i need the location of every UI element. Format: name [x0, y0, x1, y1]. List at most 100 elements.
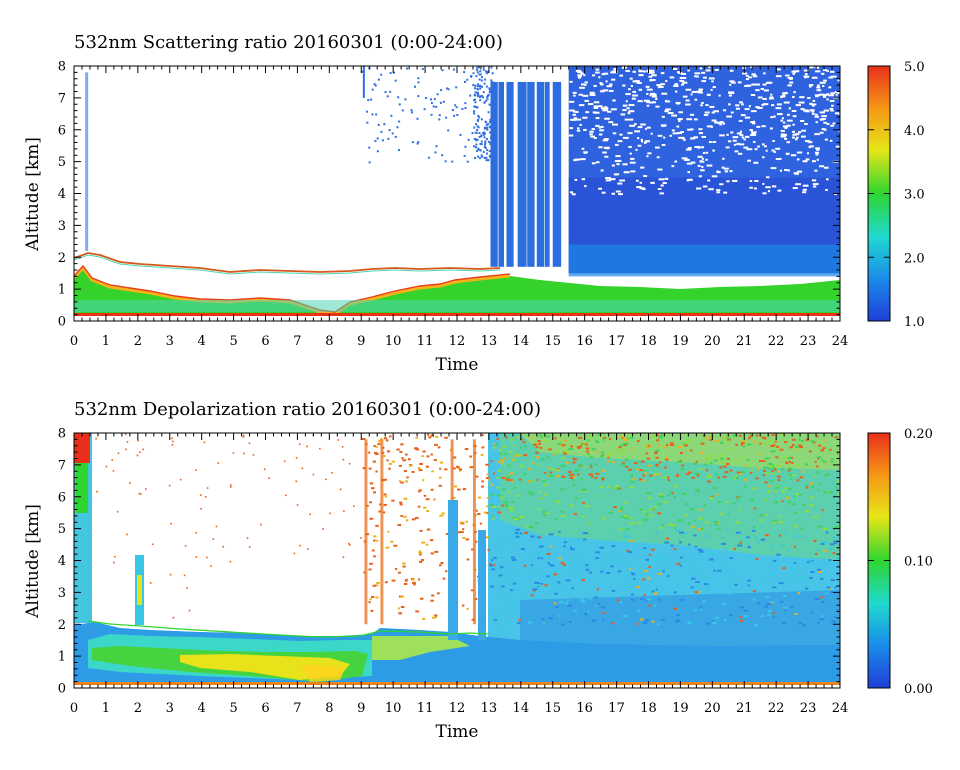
- noise-cell: [625, 582, 629, 585]
- noise-cell: [772, 586, 777, 589]
- noise-cell: [747, 546, 751, 549]
- noise-cell: [779, 515, 783, 518]
- noise-cell: [817, 525, 823, 528]
- noise-cell: [752, 590, 756, 593]
- noise-cell: [397, 149, 400, 152]
- noise-cell: [571, 558, 575, 561]
- noise-cell: [405, 578, 408, 581]
- noise-cell: [411, 471, 415, 474]
- noise-cell: [690, 508, 695, 511]
- noise-cell: [534, 596, 537, 599]
- noise-cell: [691, 526, 695, 529]
- noise-cell: [637, 100, 643, 103]
- noise-cell: [646, 457, 651, 460]
- noise-cell: [476, 91, 479, 94]
- noise-cell: [826, 586, 831, 589]
- noise-cell: [505, 475, 510, 478]
- noise-cell: [658, 178, 665, 181]
- noise-cell: [507, 491, 511, 494]
- noise-cell: [655, 554, 660, 557]
- noise-cell: [470, 74, 473, 77]
- noise-cell: [486, 497, 489, 500]
- noise-cell: [756, 541, 760, 544]
- noise-cell: [741, 136, 745, 139]
- noise-cell: [674, 527, 677, 530]
- noise-cell: [511, 600, 516, 603]
- noise-cell: [371, 88, 374, 91]
- noise-cell: [461, 604, 465, 607]
- noise-cell: [729, 469, 733, 472]
- noise-cell: [582, 116, 588, 119]
- noise-cell: [569, 100, 575, 103]
- noise-cell: [537, 557, 540, 560]
- noise-cell: [547, 562, 551, 565]
- noise-cell: [665, 562, 668, 565]
- noise-cell: [809, 145, 814, 148]
- noise-cell: [751, 110, 757, 113]
- noise-cell: [632, 90, 637, 93]
- noise-cell: [502, 488, 506, 491]
- noise-cell: [548, 617, 553, 620]
- noise-cell: [782, 567, 786, 570]
- noise-cell: [723, 191, 728, 194]
- noise-cell: [662, 182, 667, 185]
- noise-cell: [767, 440, 773, 443]
- noise-cell: [653, 592, 658, 595]
- noise-cell: [688, 471, 692, 474]
- noise-cell: [659, 590, 663, 593]
- noise-cell: [567, 604, 573, 607]
- noise-cell: [465, 520, 469, 523]
- noise-cell: [826, 178, 829, 181]
- noise-cell: [800, 120, 805, 123]
- noise-cell: [105, 465, 108, 468]
- noise-cell: [818, 444, 822, 447]
- noise-cell: [478, 157, 481, 160]
- noise-cell: [459, 469, 462, 472]
- noise-cell: [491, 120, 494, 123]
- noise-cell: [475, 475, 479, 478]
- x-tick-label: 16: [576, 701, 593, 716]
- noise-cell: [627, 132, 633, 135]
- noise-cell: [797, 131, 802, 134]
- noise-cell: [601, 568, 606, 571]
- x-axis-label: Time: [436, 722, 479, 742]
- noise-cell: [725, 435, 730, 438]
- y-tick-label: 1: [58, 283, 66, 298]
- noise-cell: [622, 136, 629, 139]
- noise-cell: [667, 479, 671, 482]
- noise-cell: [744, 485, 747, 488]
- noise-cell: [599, 82, 603, 85]
- noise-cell: [559, 435, 564, 438]
- noise-cell: [415, 610, 419, 613]
- noise-cell: [639, 618, 644, 621]
- noise-cell: [186, 587, 188, 589]
- noise-cell: [793, 511, 797, 514]
- noise-cell: [535, 446, 539, 449]
- noise-cell: [729, 83, 732, 86]
- noise-cell: [828, 86, 832, 89]
- x-tick-label: 21: [736, 334, 753, 349]
- noise-cell: [584, 83, 587, 86]
- noise-cell: [764, 499, 767, 502]
- colorbar-tick-label: 4.0: [904, 124, 925, 139]
- noise-cell: [375, 524, 379, 527]
- noise-cell: [490, 459, 493, 462]
- noise-cell: [705, 158, 708, 161]
- noise-cell: [483, 82, 486, 85]
- noise-cell: [716, 191, 721, 194]
- noise-cell: [646, 92, 649, 95]
- noise-cell: [800, 108, 805, 111]
- noise-cell: [743, 615, 749, 618]
- noise-cell: [598, 126, 602, 129]
- noise-cell: [532, 588, 538, 591]
- noise-cell: [210, 565, 212, 567]
- noise-cell: [540, 458, 545, 461]
- noise-cell: [489, 564, 493, 567]
- signal-column: [552, 81, 562, 267]
- noise-cell: [396, 448, 400, 451]
- noise-cell: [818, 482, 821, 485]
- noise-cell: [515, 535, 520, 538]
- noise-cell: [742, 440, 747, 443]
- noise-cell: [417, 505, 421, 508]
- noise-cell: [818, 570, 823, 573]
